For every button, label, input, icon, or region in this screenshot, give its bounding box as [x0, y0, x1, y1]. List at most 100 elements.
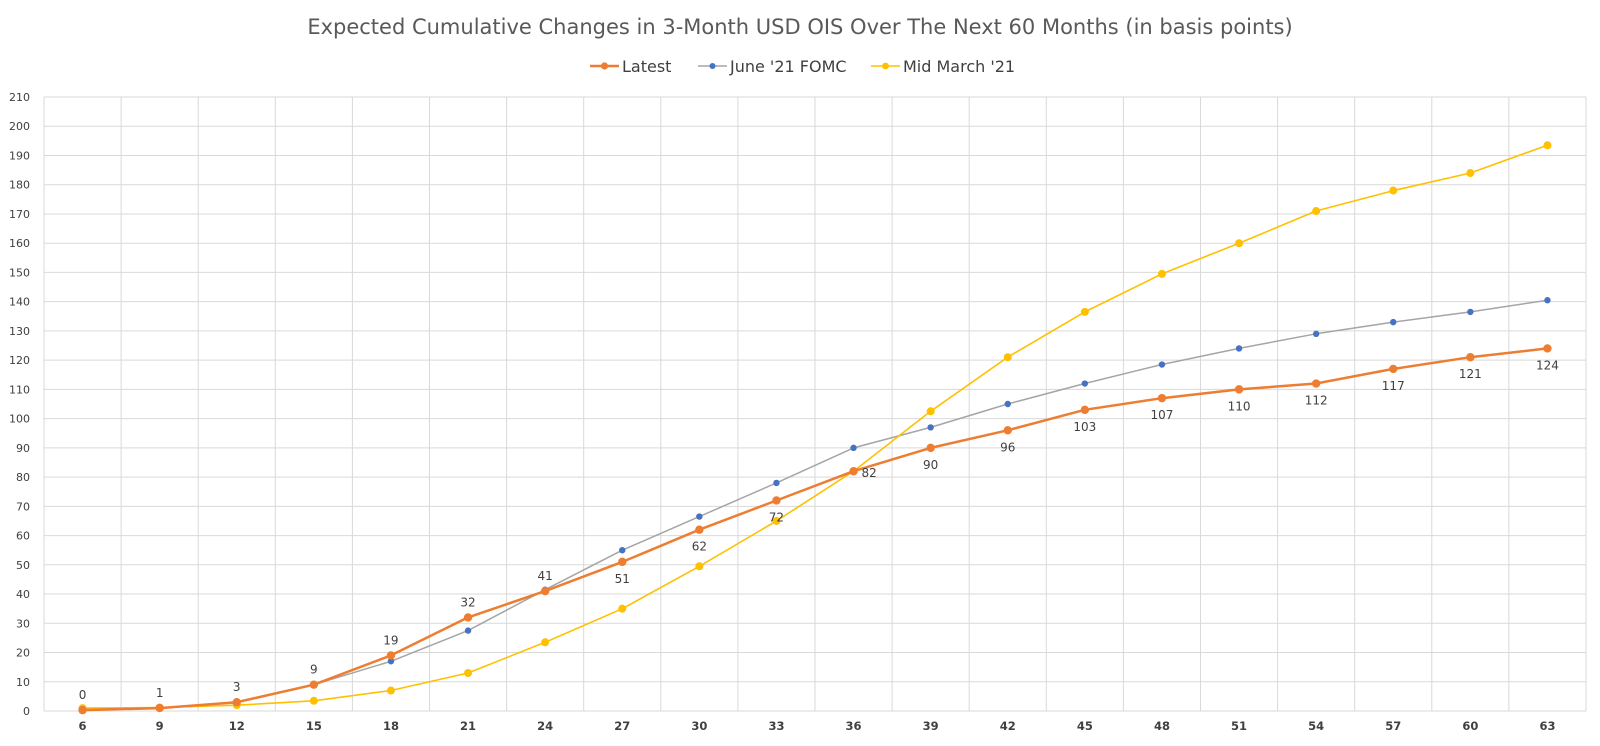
series-latest: [78, 344, 1552, 715]
series-line-latest: [82, 347, 1548, 712]
data-point-june-fomc: [1004, 400, 1011, 408]
legend-item-june-fomc[interactable]: June '21 FOMC: [698, 57, 847, 76]
gridlines: [43, 96, 1587, 712]
data-point-latest: [78, 705, 87, 715]
data-point-latest: [232, 698, 241, 707]
data-point-latest: [695, 525, 704, 534]
data-point-latest: [1466, 353, 1475, 362]
data-label-latest: 112: [1305, 394, 1328, 408]
data-point-latest: [772, 496, 781, 505]
data-point-mid-march: [386, 686, 395, 695]
x-tick-label: 63: [1539, 719, 1555, 733]
y-tick-label: 0: [23, 705, 30, 718]
data-label-latest: 0: [79, 688, 87, 702]
data-point-mid-march: [926, 407, 935, 416]
data-label-latest: 9: [310, 663, 318, 677]
data-point-latest: [1080, 405, 1090, 415]
data-point-latest: [463, 613, 473, 622]
data-point-mid-march: [618, 604, 627, 613]
legend-item-latest[interactable]: Latest: [590, 57, 671, 76]
data-point-june-fomc: [1081, 380, 1089, 387]
data-point-mid-march: [541, 638, 550, 647]
data-label-latest: 96: [1000, 440, 1015, 454]
y-tick-label: 70: [16, 500, 30, 513]
legend-label-latest: Latest: [622, 57, 671, 76]
x-tick-label: 48: [1154, 719, 1170, 733]
data-point-latest: [849, 467, 858, 476]
data-point-june-fomc: [696, 513, 703, 520]
x-tick-label: 51: [1231, 719, 1247, 733]
data-label-latest: 19: [383, 633, 398, 647]
x-tick-label: 18: [383, 719, 399, 733]
data-label-latest: 72: [769, 510, 784, 524]
plot-series: [78, 141, 1552, 715]
x-tick-label: 54: [1308, 719, 1324, 733]
y-tick-label: 80: [16, 471, 30, 484]
data-point-mid-march: [464, 668, 473, 677]
legend: Latest June '21 FOMC Mid March '21: [590, 57, 1015, 76]
data-label-latest: 62: [692, 540, 707, 554]
y-tick-label: 180: [9, 179, 30, 192]
data-point-latest: [309, 680, 319, 689]
x-tick-label: 12: [229, 719, 245, 733]
x-tick-label: 45: [1077, 719, 1093, 733]
data-point-latest: [1543, 344, 1552, 353]
legend-marker-mid-march: [882, 62, 889, 70]
chart-title: Expected Cumulative Changes in 3-Month U…: [307, 15, 1292, 39]
data-point-latest: [1311, 379, 1321, 388]
y-axis-ticks: 0 10 20 30 40 50 60 70 80 90 100 110 120 130 140 150 160…: [9, 91, 30, 718]
x-tick-label: 39: [923, 719, 939, 733]
y-tick-label: 160: [9, 237, 30, 250]
x-tick-label: 60: [1462, 719, 1478, 733]
y-tick-label: 30: [16, 617, 30, 630]
y-tick-label: 50: [16, 559, 30, 572]
data-label-latest: 3: [233, 680, 241, 694]
data-point-june-fomc: [1467, 308, 1474, 316]
data-point-latest: [1234, 385, 1244, 394]
y-tick-label: 10: [16, 676, 30, 689]
series-line-mid-march: [82, 144, 1548, 709]
data-point-mid-march: [1235, 239, 1244, 248]
y-tick-label: 40: [16, 588, 30, 601]
data-label-latest: 103: [1073, 420, 1096, 434]
data-label-latest: 90: [923, 458, 938, 472]
data-point-june-fomc: [773, 479, 780, 487]
data-point-june-fomc: [1158, 361, 1166, 368]
data-point-latest: [1157, 393, 1167, 403]
x-tick-label: 6: [79, 719, 87, 733]
data-point-june-fomc: [1544, 297, 1551, 304]
data-point-latest: [155, 703, 164, 713]
y-tick-label: 210: [9, 91, 30, 104]
data-point-june-fomc: [619, 546, 626, 554]
y-tick-label: 130: [9, 325, 30, 338]
data-point-latest: [386, 651, 396, 660]
x-tick-label: 57: [1385, 719, 1401, 733]
y-tick-label: 140: [9, 296, 30, 309]
y-tick-label: 120: [9, 354, 30, 367]
data-label-latest: 32: [460, 595, 475, 609]
data-point-june-fomc: [850, 444, 857, 452]
x-tick-label: 24: [537, 719, 553, 733]
data-point-june-fomc: [927, 424, 934, 431]
x-tick-label: 33: [768, 719, 784, 733]
data-label-latest: 1: [156, 686, 164, 700]
data-point-mid-march: [695, 562, 704, 571]
y-tick-label: 100: [9, 413, 30, 426]
data-point-mid-march: [1080, 307, 1089, 316]
data-point-mid-march: [1003, 353, 1012, 362]
x-tick-label: 21: [460, 719, 476, 733]
x-tick-label: 9: [156, 719, 164, 733]
data-label-latest: 107: [1150, 408, 1173, 422]
y-tick-label: 60: [16, 530, 30, 543]
data-point-mid-march: [1157, 269, 1166, 278]
data-point-latest: [1389, 364, 1398, 374]
data-label-latest: 124: [1536, 358, 1559, 372]
y-tick-label: 20: [16, 647, 30, 660]
legend-marker-june-fomc: [709, 63, 716, 69]
data-point-mid-march: [1543, 141, 1552, 150]
data-point-mid-march: [1312, 207, 1321, 216]
x-tick-label: 15: [306, 719, 322, 733]
legend-item-mid-march[interactable]: Mid March '21: [871, 57, 1015, 76]
data-point-mid-march: [772, 516, 781, 525]
legend-label-mid-march: Mid March '21: [903, 57, 1015, 76]
